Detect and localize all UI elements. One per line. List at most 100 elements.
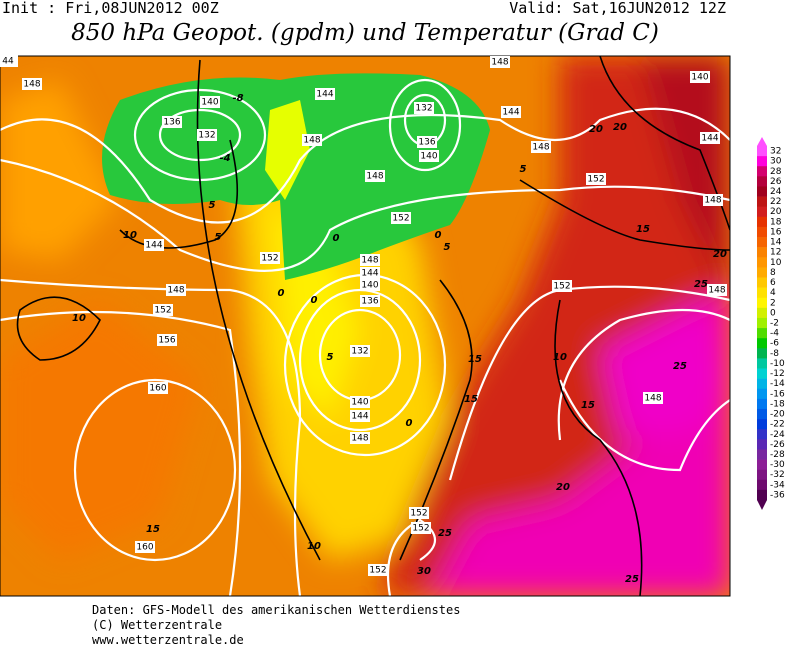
geopotential-label-box: [153, 304, 173, 316]
colorbar-swatch: [757, 257, 767, 268]
temperature-label: 0: [406, 418, 413, 429]
colorbar-swatch: [757, 226, 767, 238]
geopotential-label-box: [501, 106, 521, 118]
colorbar-swatch: [757, 247, 767, 258]
colorbar-swatch: [757, 237, 767, 248]
geopotential-label: 148: [704, 196, 721, 206]
colorbar-swatch: [757, 378, 767, 390]
temperature-label: 10: [307, 541, 321, 552]
geopotential-label-box: [360, 295, 380, 307]
colorbar-swatch: [757, 317, 767, 329]
geopotential-label: 152: [261, 254, 278, 264]
colorbar-swatch: [757, 338, 767, 349]
geopotential-label: 136: [418, 138, 435, 148]
colorbar-label: -6: [770, 339, 779, 349]
geopotential-label: 152: [392, 214, 409, 224]
colorbar-label: 0: [770, 308, 776, 318]
temperature-label: 5: [520, 164, 527, 175]
colorbar-label: 2: [770, 298, 776, 308]
colorbar-swatch: [757, 186, 767, 197]
geopotential-label: 44: [2, 57, 14, 67]
geopotential-label: 152: [587, 175, 604, 185]
geopotential-label: 148: [361, 256, 378, 266]
geopotential-label-box: [707, 284, 727, 296]
colorbar-swatch: [757, 146, 767, 157]
colorbar-swatch: [757, 176, 767, 187]
colorbar-swatch: [757, 348, 767, 359]
colorbar-swatch: [757, 196, 767, 207]
temperature-label: 20: [589, 124, 603, 135]
colorbar-swatch: [757, 419, 767, 430]
temperature-label: 0: [333, 233, 340, 244]
geopotential-label-box: [703, 194, 723, 206]
geopotential-label: 132: [351, 347, 368, 357]
geopotential-label-box: [302, 134, 322, 146]
geopotential-label: 140: [691, 73, 708, 83]
temperature-label: 10: [553, 352, 567, 363]
geopotential-label: 136: [163, 118, 180, 128]
temperature-label: 5: [215, 232, 222, 243]
geopotential-label-box: [417, 136, 437, 148]
temperature-label: 10: [123, 230, 137, 241]
geopotential-label-box: [360, 254, 380, 266]
geopotential-label: 148: [167, 286, 184, 296]
geopotential-label-box: [260, 252, 280, 264]
valid-time: Valid: Sat,16JUN2012 12Z: [509, 0, 726, 17]
map-frame: [0, 55, 731, 597]
geopotential-label-box: [690, 71, 710, 83]
temperature-label: -8: [232, 93, 243, 104]
colorbar-swatch: [757, 358, 767, 369]
colorbar-swatch: [757, 398, 767, 410]
colorbar-swatch: [757, 429, 767, 440]
colorbar-swatch: [757, 368, 767, 379]
temperature-label: 10: [72, 313, 86, 324]
colorbar-swatch: [757, 206, 767, 218]
geopotential-label-box: [391, 212, 411, 224]
geopotential-label-box: [586, 173, 606, 185]
geopotential-label-box: [419, 150, 439, 162]
geopotential-label: 144: [145, 241, 162, 251]
geopotential-label: 148: [366, 172, 383, 182]
colorbar-label: 6: [770, 278, 776, 288]
colorbar-swatch: [757, 307, 767, 319]
colorbar-swatch: [757, 297, 767, 309]
geopotential-label-box: [144, 239, 164, 251]
geopotential-label-box: [409, 507, 429, 519]
geopotential-label: 144: [502, 108, 519, 118]
geopotential-label: 132: [198, 131, 215, 141]
temperature-label: 15: [468, 354, 482, 365]
geopotential-label: 140: [420, 152, 437, 162]
colorbar-label: 12: [770, 248, 781, 258]
geopotential-label-box: [643, 392, 663, 404]
geopotential-label-box: [368, 564, 388, 576]
geopotential-label: 144: [701, 134, 718, 144]
temperature-contours: [16, 56, 730, 596]
geopotential-label-box: [350, 345, 370, 357]
temperature-label: 25: [673, 361, 687, 372]
colorbar-swatch: [757, 489, 767, 501]
colorbar-label: 10: [770, 258, 782, 268]
colorbar-swatch: [757, 408, 767, 420]
colorbar-label: 30: [770, 157, 782, 167]
geopotential-label-box: [315, 88, 335, 100]
geopotential-label: 160: [136, 543, 153, 553]
temperature-label: 20: [713, 249, 727, 260]
geopotential-label-box: [552, 280, 572, 292]
geopotential-label-box: [135, 541, 155, 553]
colorbar-label: 24: [770, 187, 782, 197]
geopotential-label: 152: [410, 509, 427, 519]
geopotential-label-box: [414, 102, 434, 114]
colorbar-label: -16: [770, 389, 785, 399]
footer-line: (C) Wetterzentrale: [92, 618, 222, 632]
colorbar-label: -36: [770, 490, 785, 500]
colorbar-label: -24: [770, 430, 785, 440]
colorbar-label: -4: [770, 329, 779, 339]
colorbar-label: -10: [770, 359, 785, 369]
colorbar-label: -12: [770, 369, 785, 379]
geopotential-label: 160: [149, 384, 166, 394]
colorbar-label: 8: [770, 268, 776, 278]
colorbar-swatch: [757, 459, 767, 470]
geopotential-label-box: [350, 432, 370, 444]
colorbar-swatch: [757, 156, 767, 167]
geopotential-label-box: [148, 382, 168, 394]
